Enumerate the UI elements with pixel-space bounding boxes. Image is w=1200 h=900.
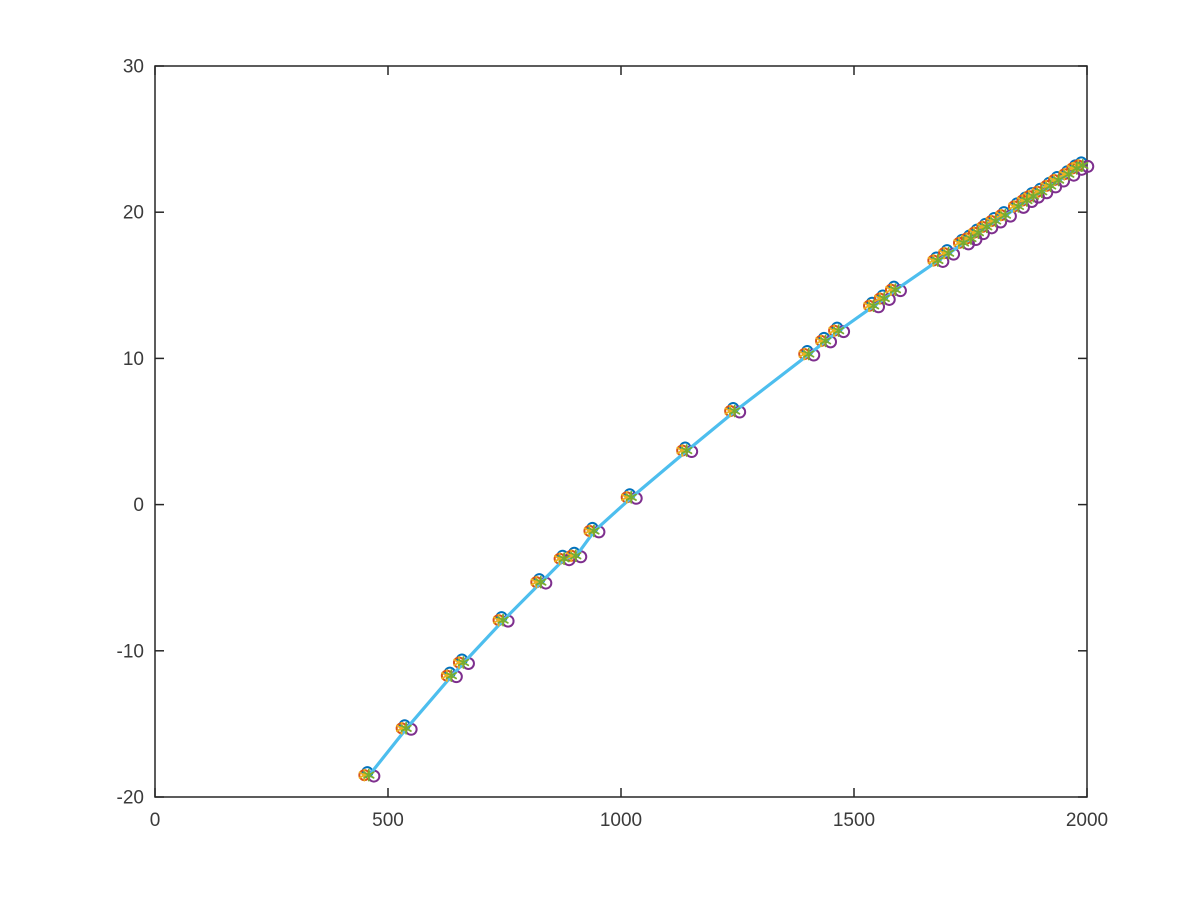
series-green-asterisks-marker [570,549,582,563]
series-green-asterisks-marker [363,768,375,782]
series-green-asterisks-marker [989,214,1002,228]
series-yellow-asterisks-marker [885,283,897,297]
series-yellow-asterisks-marker [441,669,453,683]
series-yellow-asterisks-marker [358,768,371,782]
x-tick-label: 1500 [833,810,875,831]
series-green-asterisks-marker [445,669,458,683]
series-green-asterisks-marker [965,232,977,245]
series-yellow-asterisks-marker [798,347,810,361]
x-tick-label: 500 [372,810,404,831]
series-green-asterisks-marker [535,575,547,589]
series-yellow-asterisks-marker [863,299,875,313]
series-green-asterisks-marker [681,444,693,457]
series-green-asterisks-marker [972,226,985,240]
y-tick-label: 10 [123,349,144,370]
series-green-asterisks-marker [867,299,880,313]
series-yellow-asterisks-marker [583,524,596,538]
series-green-asterisks-marker [729,404,741,418]
series-green-asterisks-marker [1077,159,1089,172]
series-green-asterisks-marker [878,292,890,305]
series-green-asterisks-marker [932,254,944,267]
series-yellow-asterisks-marker [621,490,633,504]
series-yellow-asterisks-marker [453,656,465,669]
series-green-asterisks-marker [889,283,902,297]
y-tick-label: 30 [123,57,144,78]
series-green-asterisks-marker [400,721,412,735]
series-green-asterisks-marker [999,208,1012,222]
series-yellow-asterisks-marker [927,254,940,267]
series-yellow-asterisks-marker [1058,167,1070,181]
series-yellow-asterisks-marker [815,334,827,348]
y-tick-label: 20 [123,203,144,224]
series-green-asterisks-marker [803,347,815,361]
x-tick-label: 2000 [1066,810,1108,831]
y-tick-label: 0 [133,495,144,516]
series-yellow-asterisks-marker [874,292,886,305]
series-yellow-asterisks-marker [565,549,577,563]
series-yellow-asterisks-marker [530,575,542,589]
series-green-asterisks-marker [457,656,470,669]
series-green-asterisks-marker [819,334,832,348]
series-green-asterisks-marker [588,524,600,538]
series-green-asterisks-marker [1052,173,1065,187]
x-tick-label: 0 [150,810,161,831]
series-yellow-asterisks-marker [828,324,840,338]
series-green-asterisks-marker [1063,167,1075,181]
series-yellow-asterisks-marker [395,721,408,735]
series-green-asterisks-marker [1012,199,1025,213]
series-yellow-asterisks-marker [1008,199,1020,213]
series-green-asterisks-marker [1036,185,1048,199]
series-green-asterisks-marker [832,324,845,338]
series-green-asterisks-marker [558,552,570,566]
y-tick-label: -20 [117,788,144,809]
series-yellow-asterisks-marker [492,613,505,627]
y-tick-label: -10 [117,641,144,662]
axes-box [154,65,1088,798]
x-tick-label: 1000 [600,810,642,831]
series-green-asterisks-marker [1044,179,1057,193]
series-yellow-asterisks-marker [553,552,566,566]
series-green-asterisks-marker [625,490,637,504]
series-green-asterisks-marker [497,613,509,627]
series-yellow-asterisks-marker [938,246,950,260]
series-yellow-asterisks-marker [676,444,688,457]
series-green-asterisks-marker [981,220,993,234]
fit-line [367,163,1085,777]
series-yellow-asterisks-marker [724,404,736,418]
series-green-asterisks-marker [942,246,955,260]
